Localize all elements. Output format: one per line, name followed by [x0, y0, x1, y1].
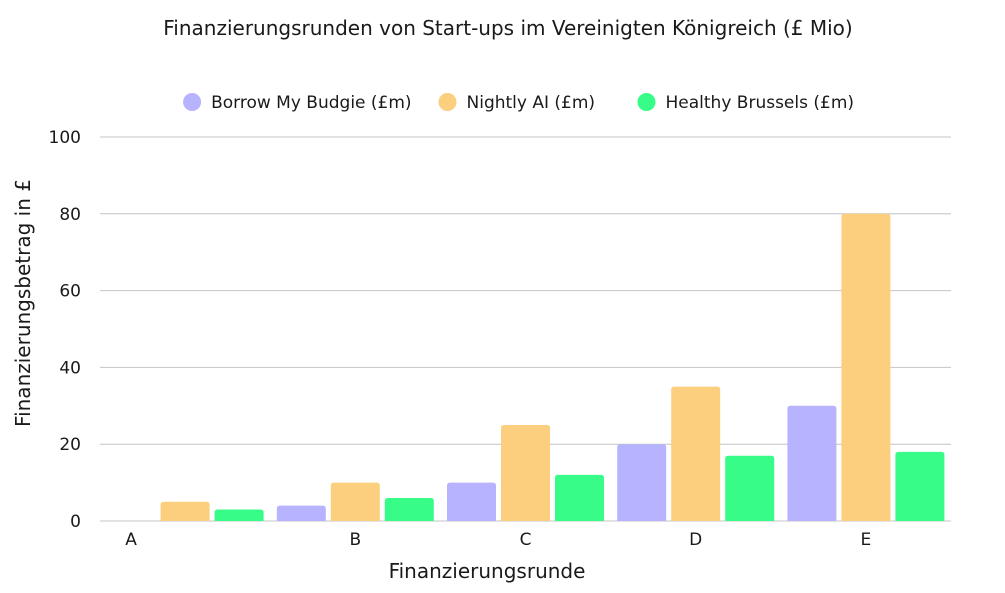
legend-swatch: [637, 93, 656, 111]
x-tick-label: A: [125, 530, 137, 550]
legend-item: Nightly AI (£m): [438, 93, 596, 113]
x-axis-ticks: A B C D E: [125, 530, 871, 550]
y-tick-label: 80: [59, 205, 81, 225]
bar-3-1: [671, 386, 721, 521]
bar-2-1: [501, 425, 550, 521]
x-tick-label: C: [520, 530, 532, 550]
legend-item: Borrow My Budgie (£m): [183, 93, 412, 113]
chart-title: Finanzierungsrunden von Start-ups im Ver…: [163, 16, 852, 40]
x-tick-label: B: [349, 530, 361, 550]
bar-2-2: [555, 474, 604, 521]
bar-4-2: [895, 451, 945, 521]
y-axis-title: Finanzierungsbetrag in £: [11, 179, 35, 427]
legend-swatch: [183, 93, 202, 111]
legend-label: Healthy Brussels (£m): [666, 93, 855, 113]
bar-4-0: [787, 405, 837, 521]
legend-label: Borrow My Budgie (£m): [211, 93, 411, 113]
bar-2-0: [447, 482, 496, 521]
bar-1-2: [384, 497, 434, 521]
bar-1-0: [276, 505, 326, 521]
bar-0-1: [160, 501, 210, 521]
x-axis-title: Finanzierungsrunde: [389, 559, 586, 583]
bar-4-1: [841, 213, 891, 522]
legend-swatch: [438, 93, 457, 111]
legend: Borrow My Budgie (£m) Nightly AI (£m) Heal…: [183, 93, 854, 113]
y-axis-ticks: 0 20 40 60 80 100: [49, 128, 81, 532]
bars: [160, 213, 945, 522]
y-tick-label: 40: [59, 358, 81, 378]
y-tick-label: 60: [59, 282, 81, 302]
y-tick-label: 100: [49, 128, 81, 148]
bar-3-2: [725, 455, 775, 521]
legend-label: Nightly AI (£m): [467, 93, 596, 113]
bar-0-2: [214, 509, 264, 521]
bar-3-0: [617, 444, 667, 521]
y-tick-label: 0: [70, 512, 81, 532]
bar-1-1: [330, 482, 380, 521]
y-tick-label: 20: [59, 435, 81, 455]
x-tick-label: E: [861, 530, 872, 550]
legend-item: Healthy Brussels (£m): [637, 93, 855, 113]
x-tick-label: D: [689, 530, 702, 550]
